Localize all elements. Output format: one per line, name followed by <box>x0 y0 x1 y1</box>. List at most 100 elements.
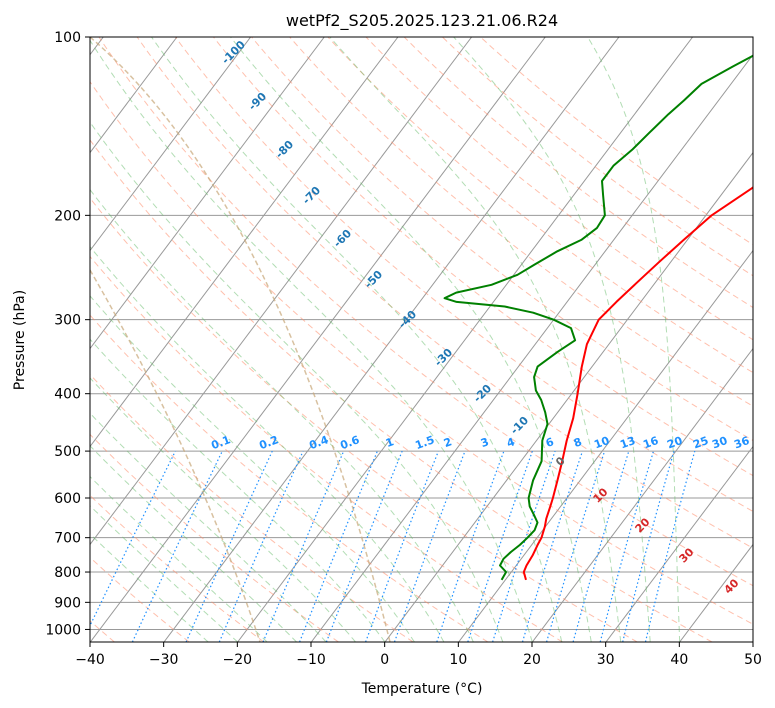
y-tick-label: 700 <box>54 531 81 547</box>
dry-adiabat <box>90 494 265 642</box>
y-tick-label: 1000 <box>45 622 81 638</box>
mixing-ratio-line <box>622 450 675 642</box>
moist-adiabat <box>151 37 563 642</box>
moist-adiabat <box>90 188 474 642</box>
y-tick-label: 600 <box>54 491 81 507</box>
mixing-ratio-label: 25 <box>691 434 710 451</box>
dry-adiabat <box>90 556 190 642</box>
mixing-ratio-line <box>521 450 584 642</box>
moist-adiabat <box>90 412 327 642</box>
moist-adiabat <box>329 37 622 642</box>
mixing-ratio-label: 2 <box>442 435 454 450</box>
plot-frame <box>89 36 754 643</box>
dry-adiabat <box>251 37 753 442</box>
x-axis-label: Temperature (°C) <box>361 681 483 697</box>
mixing-ratio-line <box>90 450 176 628</box>
mixing-ratio-line <box>218 450 304 642</box>
mixing-ratio-line <box>436 450 505 642</box>
y-tick-label: 300 <box>54 313 81 329</box>
mixing-ratio-line <box>393 450 466 642</box>
dry-adiabat <box>90 255 563 642</box>
mixing-ratio-label: 0.2 <box>257 433 280 452</box>
dry-adiabat <box>213 37 753 477</box>
x-tick-label: 30 <box>597 652 615 668</box>
x-tick-label: 0 <box>380 652 389 668</box>
moist-adiabat-label: 20 <box>633 515 653 535</box>
dry-adiabat <box>136 37 753 549</box>
x-tick-label: 50 <box>744 652 762 668</box>
mixing-ratio-label: 3 <box>479 435 491 450</box>
y-tick-label: 900 <box>54 595 81 611</box>
reference-curve <box>90 37 391 642</box>
y-tick-label: 400 <box>54 387 81 403</box>
y-tick-label: 800 <box>54 565 81 581</box>
x-tick-label: −40 <box>75 652 105 668</box>
mixing-ratio-label: 0.4 <box>307 433 330 452</box>
mixing-ratio-line <box>185 450 273 642</box>
x-tick-label: 10 <box>449 652 467 668</box>
dry-adiabat-label: -40 <box>396 308 419 331</box>
y-tick-label: 100 <box>54 30 81 46</box>
dewpoint-profile <box>443 54 753 581</box>
moist-adiabat <box>90 295 415 642</box>
dry-adiabat-label: -30 <box>432 346 455 369</box>
isotherm <box>163 37 620 642</box>
moist-adiabat <box>90 121 504 642</box>
dry-adiabat <box>98 37 753 587</box>
mixing-ratio-label: 0.1 <box>209 433 232 452</box>
isotherm <box>90 37 473 546</box>
isotherm <box>90 37 399 448</box>
moist-adiabat-label: 40 <box>722 576 742 596</box>
moist-adiabat <box>90 505 239 642</box>
isotherm <box>679 543 753 642</box>
mixing-ratio-label: 1 <box>384 435 396 450</box>
dry-adiabat-label: -90 <box>246 90 269 113</box>
temperature-profile <box>522 186 753 581</box>
moist-adiabat <box>90 39 533 642</box>
moist-adiabat <box>90 377 356 642</box>
mixing-ratio-label: 13 <box>618 434 637 451</box>
isotherm <box>90 37 546 642</box>
x-tick-label: 20 <box>523 652 541 668</box>
reference-curve <box>90 269 261 642</box>
dry-adiabat-label: -20 <box>471 382 494 405</box>
isotherm <box>458 249 753 642</box>
mixing-ratio-line <box>131 450 223 642</box>
y-tick-label: 200 <box>54 208 81 224</box>
moist-adiabat <box>90 445 297 642</box>
moist-adiabat-label: 30 <box>677 545 697 565</box>
dry-adiabat-label: -70 <box>300 184 323 207</box>
moist-adiabat <box>90 533 209 642</box>
y-tick-label: 500 <box>54 444 81 460</box>
mixing-ratio-label: 6 <box>544 435 556 450</box>
mixing-ratio-line <box>365 450 439 642</box>
mixing-ratio-label: 4 <box>505 435 517 450</box>
dry-adiabat-label: -100 <box>219 38 248 67</box>
mixing-ratio-line <box>572 450 630 642</box>
dry-adiabat <box>174 37 753 512</box>
dry-adiabat <box>90 139 713 642</box>
isotherm <box>237 37 694 642</box>
mixing-ratio-line <box>546 450 606 642</box>
mixing-ratio-label: 30 <box>710 434 729 452</box>
dry-adiabat <box>90 197 638 642</box>
moist-adiabat-label: 0 <box>553 454 568 469</box>
mixing-ratio-label: 1.5 <box>413 433 436 452</box>
mixing-ratio-label: 10 <box>592 434 611 452</box>
x-tick-label: 40 <box>670 652 688 668</box>
isotherm <box>531 347 753 642</box>
mixing-ratio-label: 0.6 <box>338 433 361 452</box>
mixing-ratio-line <box>599 450 655 642</box>
x-tick-label: −20 <box>223 652 253 668</box>
isotherm <box>605 445 753 642</box>
mixing-ratio-line <box>467 450 533 642</box>
isotherm <box>90 37 252 252</box>
moist-adiabat <box>453 37 651 642</box>
mixing-ratio-label: 8 <box>572 435 584 450</box>
data-layer <box>443 54 753 581</box>
dry-adiabat-label: -80 <box>273 138 296 161</box>
mixing-ratio-line <box>644 450 696 642</box>
moist-adiabat <box>90 245 445 642</box>
label-layer: -100-90-80-70-60-50-40-30-20-10010203040… <box>209 38 751 597</box>
axis-layer: −40 −30 −20 −10 0 10 20 30 40 5010020030040050060… <box>45 30 762 668</box>
